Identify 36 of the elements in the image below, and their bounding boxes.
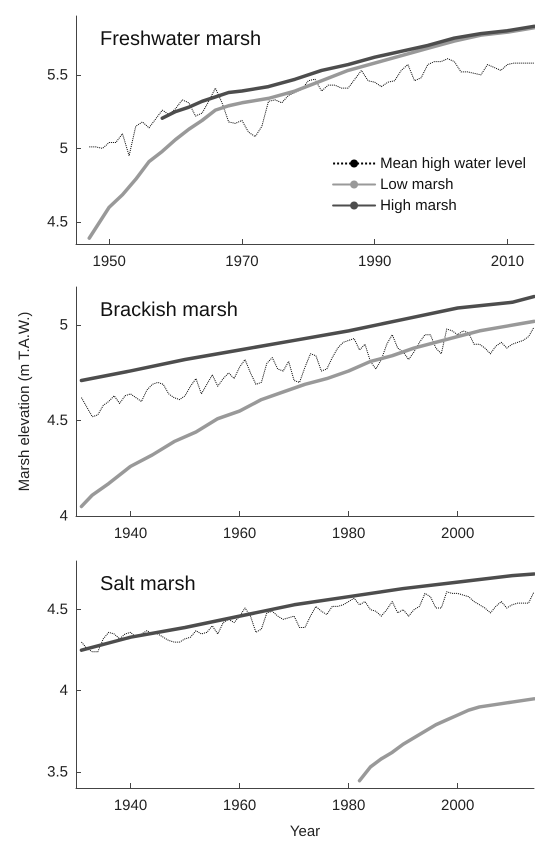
legend-label: High marsh (380, 197, 457, 214)
y-tick-label: 4.5 (47, 601, 68, 618)
x-tick-label: 1970 (225, 253, 259, 270)
line-series (80, 572, 535, 652)
x-tick-label: 2000 (440, 525, 474, 542)
line-series (358, 697, 535, 782)
x-tick-label: 2000 (440, 797, 474, 814)
x-tick-label: 1960 (222, 797, 256, 814)
line-series (88, 58, 534, 156)
x-tick-label: 1990 (358, 253, 392, 270)
y-tick-label: 4.5 (47, 412, 68, 430)
y-tick-label: 3.5 (47, 763, 68, 780)
y-tick-label: 5 (60, 140, 68, 157)
x-tick-label: 1950 (92, 253, 126, 270)
y-tick-label: 4 (60, 508, 68, 524)
y-tick-label: 4 (60, 682, 68, 700)
y-axis-title: Marsh elevation (m T.A.W.) (16, 312, 33, 492)
y-tick-label: 4.5 (47, 213, 68, 230)
x-tick-label: 1980 (332, 797, 366, 814)
line-series (80, 294, 535, 382)
line-series (80, 320, 535, 508)
line-series (80, 326, 534, 418)
text: Brackish marsh (100, 299, 238, 321)
x-tick-label: 1960 (222, 525, 256, 542)
x-tick-label: 2010 (490, 253, 524, 270)
legend-label: Mean high water level (380, 155, 526, 172)
x-tick-label: 1940 (114, 525, 148, 542)
y-tick-label: 5 (60, 316, 68, 334)
y-tick-label: 5.5 (47, 66, 68, 84)
x-tick-label: 1940 (114, 797, 148, 814)
legend-label: Low marsh (380, 176, 454, 193)
x-axis-title: Year (290, 823, 320, 840)
text: Freshwater marsh (100, 28, 262, 50)
x-tick-label: 1980 (332, 525, 366, 542)
text: Salt marsh (100, 573, 196, 595)
line-series (80, 591, 534, 652)
